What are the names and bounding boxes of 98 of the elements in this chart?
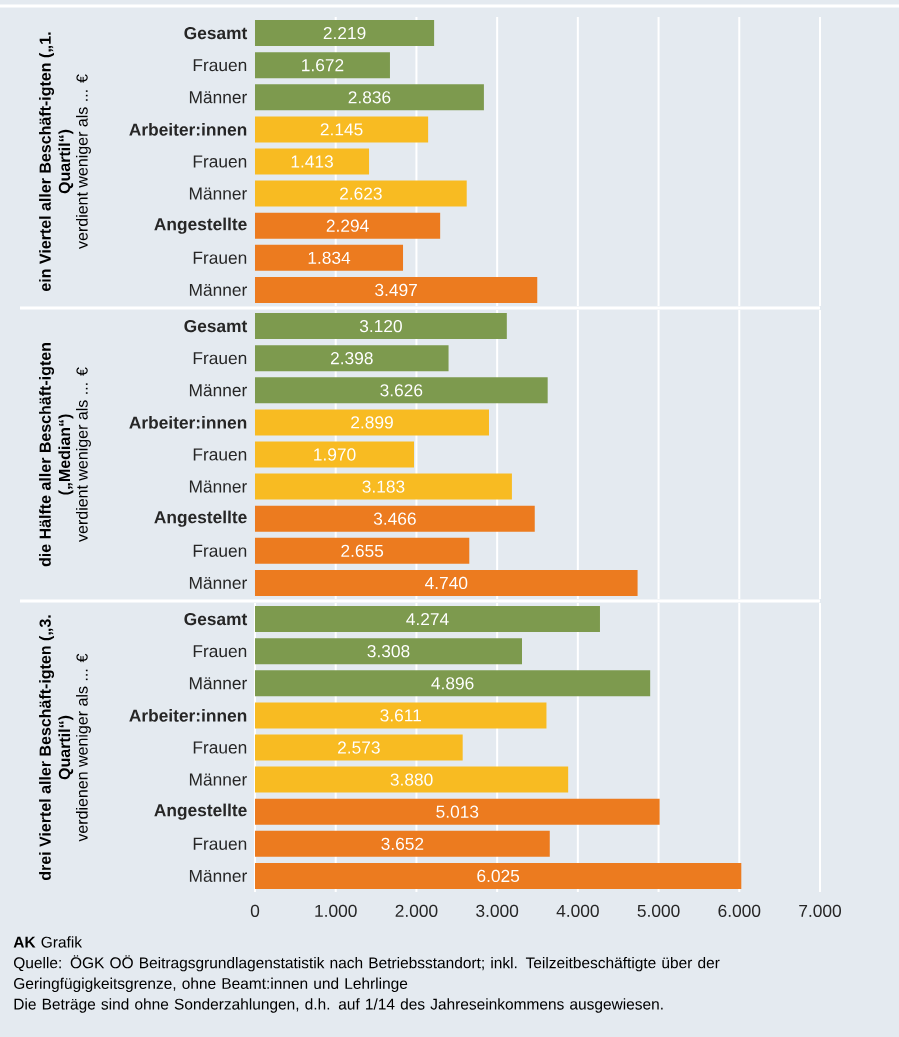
data-label: 2.573: [338, 741, 380, 754]
y-tick-label: Arbeiter:innen: [129, 709, 247, 722]
bar: [255, 505, 535, 532]
x-tick-label: 4.000: [556, 904, 599, 917]
y-tick-label: Angestellte: [154, 217, 247, 234]
bar: [255, 638, 522, 665]
x-tick-label: 1.000: [315, 904, 357, 917]
y-tick-label: Gesamt: [184, 612, 248, 626]
bar: [255, 734, 463, 761]
text: verdient weniger als ... €: [76, 367, 91, 542]
y-tick-label: Männer: [189, 384, 247, 397]
y-tick-label: Männer: [189, 480, 247, 493]
y-tick-label: Männer: [189, 283, 247, 296]
y-tick-label: Angestellte: [154, 803, 247, 820]
y-tick-label: Männer: [189, 576, 247, 589]
x-tick-label: 5.000: [637, 904, 680, 917]
data-label: 3.497: [375, 283, 417, 297]
y-tick-label: Männer: [189, 187, 247, 200]
y-tick-label: Arbeiter:innen: [129, 123, 247, 136]
bar: [255, 441, 415, 468]
bar: [255, 473, 512, 500]
y-tick-label: Frauen: [193, 251, 247, 264]
y-axis-title: ein Viertel aller Beschäft-igten („1. Quartil“): [39, 32, 74, 291]
data-label: 1.672: [302, 59, 344, 72]
y-tick-label: Männer: [189, 773, 247, 786]
data-label: 2.145: [320, 123, 363, 136]
x-tick-label: 6.000: [718, 904, 761, 917]
bar: [255, 313, 507, 340]
y-tick-label: Frauen: [193, 837, 247, 850]
y-tick-label: Frauen: [193, 645, 247, 658]
y-tick-label: Männer: [189, 91, 247, 104]
bar: [255, 702, 547, 729]
bar: [255, 377, 548, 404]
bar: [255, 569, 638, 596]
x-tick-label: 7.000: [799, 904, 842, 917]
data-label: 2.398: [330, 352, 373, 365]
text: AK Grafik: [13, 936, 83, 948]
data-label: 2.623: [340, 187, 382, 200]
bar: [255, 116, 429, 143]
data-label: 5.013: [436, 805, 479, 818]
y-tick-label: Gesamt: [184, 319, 248, 333]
data-label: 3.880: [390, 773, 433, 786]
y-tick-label: Frauen: [193, 155, 247, 168]
data-label: 3.308: [367, 645, 410, 658]
bar: [255, 148, 370, 175]
x-tick-label: 0: [250, 904, 260, 917]
data-label: 3.652: [381, 837, 424, 850]
y-axis-title: drei Viertel aller Beschäft-igten („3. Quartil“): [39, 615, 74, 881]
y-tick-label: Frauen: [193, 448, 247, 461]
data-label: 3.466: [373, 512, 416, 525]
y-tick-label: Frauen: [193, 544, 247, 557]
y-axis-title: die Hälfte aller Beschäft-igten („Median“): [39, 343, 74, 567]
data-label: 4.274: [406, 613, 449, 626]
data-label: 2.294: [326, 219, 369, 232]
data-label: 6.025: [477, 869, 520, 883]
text: verdient weniger als ... €: [76, 74, 91, 249]
bar: [255, 409, 489, 436]
bar: [255, 606, 600, 633]
text: Die Beträge sind ohne Sonderzahlungen, d.h. auf 1/14 des Jahreseinkommens ausgewiesen.: [14, 998, 663, 1013]
data-label: 3.120: [359, 319, 402, 333]
bar: [255, 20, 435, 47]
bar: [255, 345, 449, 372]
data-label: 1.834: [308, 251, 351, 264]
data-label: 3.183: [362, 480, 405, 493]
y-tick-label: Frauen: [193, 352, 247, 365]
data-label: 2.219: [323, 26, 366, 40]
data-label: 1.413: [291, 155, 333, 168]
source-note: Quelle: ÖGK OÖ Beitragsgrundlagenstatistik nach Betriebsstandort; inkl. Teilzeitbeschäftigte über der Geringfügigkeitsgrenze, ohne Beamt:innen und Lehrlinge: [14, 955, 720, 993]
bar: [255, 766, 569, 793]
y-tick-label: Frauen: [193, 59, 247, 72]
data-label: 2.655: [341, 544, 384, 557]
bar: [255, 180, 467, 207]
bar: [255, 798, 660, 825]
bar: [255, 212, 441, 239]
y-tick-label: Männer: [189, 869, 247, 882]
y-tick-label: Männer: [189, 677, 247, 690]
bar: [255, 830, 550, 857]
data-label: 3.626: [380, 384, 423, 397]
data-label: 2.899: [351, 416, 393, 429]
bar: [255, 537, 470, 564]
bar: [255, 276, 538, 303]
y-tick-label: Angestellte: [154, 510, 247, 527]
bar: [255, 670, 651, 697]
x-tick-label: 3.000: [476, 904, 519, 917]
x-tick-label: 2.000: [395, 904, 438, 917]
bar: [255, 52, 390, 79]
data-label: 4.896: [431, 677, 474, 690]
data-label: 4.740: [425, 576, 468, 590]
y-tick-label: Gesamt: [184, 26, 248, 40]
bar: [255, 84, 484, 111]
data-label: 2.836: [348, 91, 391, 104]
y-tick-label: Arbeiter:innen: [129, 416, 247, 429]
bar: [255, 244, 404, 271]
data-label: 3.611: [380, 709, 421, 722]
y-tick-label: Frauen: [193, 741, 247, 754]
data-label: 1.970: [314, 448, 356, 461]
text: verdienen weniger als ... €: [76, 653, 91, 842]
bar: [255, 862, 742, 889]
